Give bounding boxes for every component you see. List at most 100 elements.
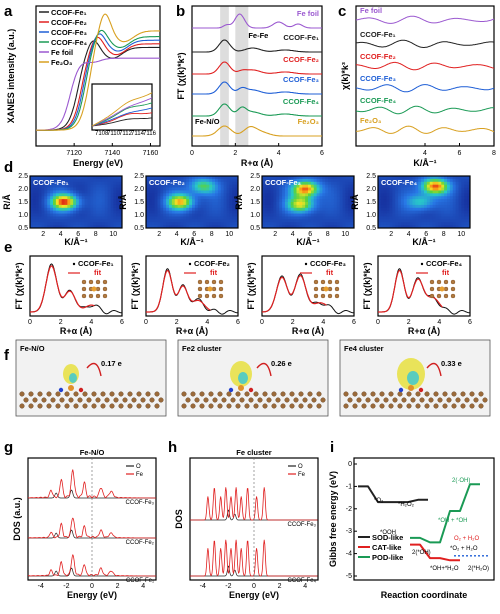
heatmap-cell [226, 225, 230, 229]
heatmap-cell [116, 196, 120, 200]
heatmap-cell [171, 204, 176, 209]
heatmap-cell [412, 202, 416, 206]
heatmap-cell [398, 213, 402, 217]
heatmap-cell [87, 190, 91, 194]
heatmap-cell [339, 184, 343, 188]
heatmap-cell [429, 225, 434, 229]
heatmap-cell [339, 187, 343, 191]
heatmap-cell [163, 219, 167, 223]
heatmap-cell [101, 193, 106, 197]
heatmap-cell [189, 178, 193, 183]
heatmap-cell [389, 213, 393, 217]
heatmap-cell [148, 184, 153, 188]
heatmap-cell [426, 204, 431, 209]
heatmap-cell [418, 213, 422, 217]
heatmap-cell [235, 216, 239, 220]
heatmap-cell [186, 190, 190, 194]
heatmap-cell [53, 178, 57, 183]
heatmap-cell [380, 216, 385, 220]
slab-atom [82, 403, 88, 409]
heatmap-cell [398, 202, 402, 206]
heatmap-cell [316, 190, 320, 194]
slab-atom [28, 403, 34, 409]
heatmap-cell [313, 202, 318, 206]
heatmap-cell [267, 216, 272, 220]
heatmap-cell [302, 222, 306, 226]
heatmap-cell [438, 178, 442, 183]
heatmap-cell [313, 207, 318, 212]
heatmap-cell [389, 210, 393, 214]
heatmap-cell [180, 202, 184, 206]
heatmap-cell [302, 176, 306, 180]
heatmap-cell [160, 202, 164, 206]
heatmap-cell [279, 225, 283, 229]
slab-atom [230, 397, 236, 403]
heatmap-cell [441, 181, 445, 186]
heatmap-cell [180, 196, 184, 200]
heatmap-cell [424, 199, 428, 203]
heatmap-cell [177, 213, 181, 217]
heatmap-cell [177, 204, 181, 209]
panel-label-h: h [168, 439, 177, 456]
heatmap-cell [232, 213, 236, 217]
heatmap-cell [84, 207, 88, 212]
heatmap-cell [58, 202, 63, 206]
slab-atom [437, 397, 443, 403]
heatmap-cell [325, 216, 329, 220]
heatmap-cell [67, 222, 71, 226]
heatmap-cell [84, 222, 88, 226]
heatmap-cell [398, 210, 402, 214]
slab-atom [154, 403, 160, 409]
atom-sketch [102, 286, 108, 292]
heatmap-cell [403, 213, 408, 217]
slab-atom [307, 391, 313, 397]
heatmap-cell [401, 210, 405, 214]
heatmap-cell [435, 216, 439, 220]
heatmap-cell [101, 178, 106, 183]
kspace-curve-4 [355, 105, 494, 115]
heatmap-cell [160, 204, 164, 209]
heatmap-cell [70, 193, 74, 197]
heatmap-cell [76, 213, 80, 217]
heatmap-cell [96, 199, 100, 203]
heatmap-cell [401, 187, 405, 191]
heatmap-cell [209, 202, 213, 206]
heatmap-cell [287, 216, 292, 220]
x-tick-label: 0 [260, 319, 264, 326]
heatmap-cell [35, 193, 40, 197]
heatmap-cell [305, 219, 309, 223]
heatmap-cell [32, 213, 37, 217]
heatmap-cell [386, 213, 390, 217]
step-annotation: 2(·OH) [452, 478, 470, 484]
heatmap-cell [154, 216, 158, 220]
heatmap-cell [203, 199, 207, 203]
heatmap-cell [392, 187, 396, 191]
heatmap-cell [398, 181, 402, 186]
slab-atom [271, 391, 277, 397]
slab-atom [145, 403, 151, 409]
x-tick-label: -4 [38, 583, 44, 590]
x-tick-label: 4 [141, 583, 145, 590]
heatmap-cell [409, 222, 413, 226]
heatmap-cell [113, 199, 117, 203]
heatmap-cell [146, 219, 150, 223]
heatmap-cell [310, 204, 315, 209]
heatmap-cell [41, 210, 45, 214]
heatmap-cell [70, 184, 74, 188]
heatmap-cell [336, 178, 341, 183]
heatmap-cell [104, 204, 109, 209]
slab-atom [410, 397, 416, 403]
heatmap-cell [316, 225, 320, 229]
heatmap-cell [209, 176, 213, 180]
x-axis-label: K/Å⁻¹ [296, 237, 319, 247]
heatmap-cell [90, 184, 94, 188]
heatmap-cell [87, 216, 91, 220]
heatmap-cell [61, 213, 65, 217]
heatmap-cell [180, 178, 184, 183]
heatmap-cell [41, 181, 45, 186]
heatmap-cell [383, 176, 388, 180]
heatmap-cell [389, 178, 393, 183]
heatmap-cell [432, 196, 436, 200]
heatmap-cell [331, 184, 335, 188]
heatmap-cell [345, 199, 349, 203]
